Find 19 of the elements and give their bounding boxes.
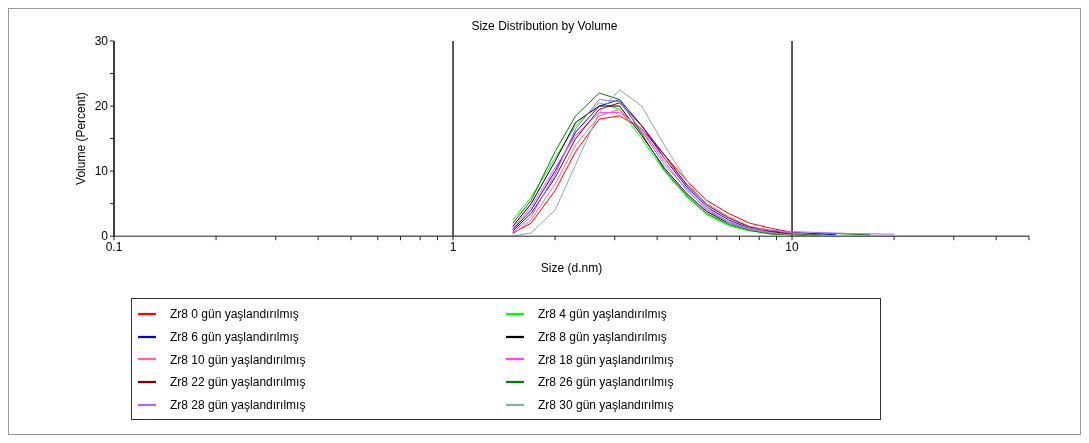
legend-label: Zr8 30 gün yaşlandırılmış bbox=[538, 398, 674, 413]
x-tick-label: 10 bbox=[785, 239, 800, 254]
x-tick-label: 1 bbox=[449, 239, 457, 254]
legend-label: Zr8 18 gün yaşlandırılmış bbox=[538, 352, 674, 367]
y-tick-label: 10 bbox=[94, 164, 109, 179]
y-tick-label: 30 bbox=[94, 34, 109, 49]
legend-label: Zr8 10 gün yaşlandırılmış bbox=[170, 352, 306, 367]
x-axis-title: Size (d.nm) bbox=[540, 260, 603, 275]
legend-label: Zr8 28 gün yaşlandırılmış bbox=[170, 398, 306, 413]
x-tick-label: 0.1 bbox=[105, 239, 123, 254]
chart-title: Size Distribution by Volume bbox=[470, 19, 619, 33]
legend-label: Zr8 8 gün yaşlandırılmış bbox=[538, 329, 667, 344]
legend-label: Zr8 4 gün yaşlandırılmış bbox=[538, 307, 667, 322]
legend-label: Zr8 0 gün yaşlandırılmış bbox=[170, 307, 299, 322]
legend-label: Zr8 22 gün yaşlandırılmış bbox=[170, 375, 306, 390]
legend-label: Zr8 26 gün yaşlandırılmış bbox=[538, 375, 674, 390]
y-axis-title: Volume (Percent) bbox=[74, 92, 89, 185]
y-tick-label: 20 bbox=[94, 99, 109, 114]
legend-label: Zr8 6 gün yaşlandırılmış bbox=[170, 329, 299, 344]
